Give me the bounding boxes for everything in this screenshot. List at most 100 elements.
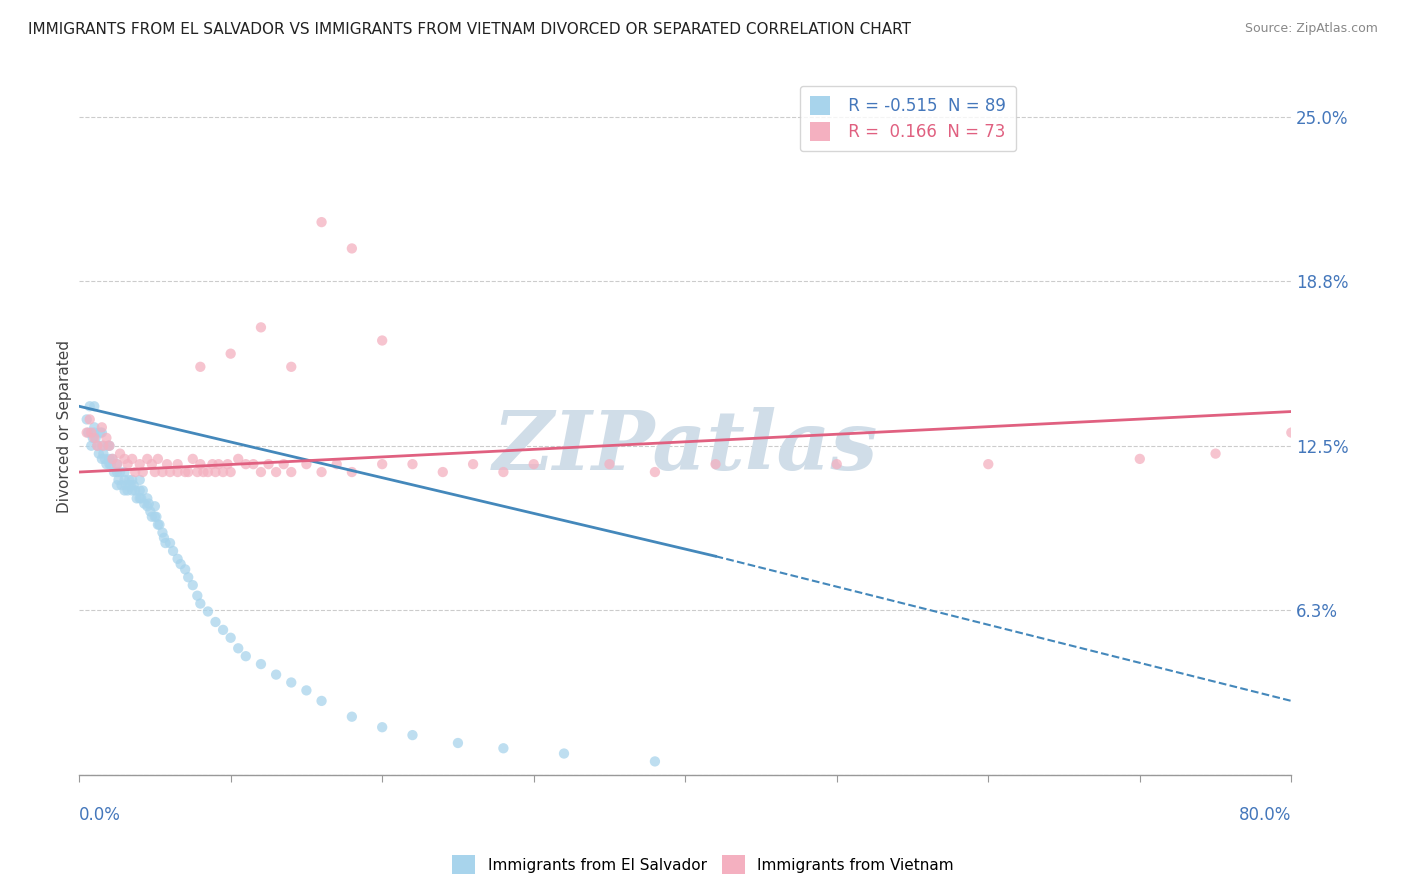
Point <box>83 420 105 434</box>
Point <box>117 483 139 498</box>
Point <box>132 465 155 479</box>
Point <box>155 536 177 550</box>
Point <box>242 457 264 471</box>
Point <box>295 457 318 471</box>
Point <box>188 597 211 611</box>
Point <box>84 431 107 445</box>
Point <box>492 741 515 756</box>
Point <box>93 439 115 453</box>
Point <box>280 675 302 690</box>
Point <box>177 465 200 479</box>
Point <box>204 465 226 479</box>
Point <box>98 451 121 466</box>
Point <box>401 457 423 471</box>
Point <box>90 451 112 466</box>
Point <box>122 478 145 492</box>
Point <box>162 544 184 558</box>
Point <box>371 720 394 734</box>
Point <box>139 504 162 518</box>
Point <box>120 478 142 492</box>
Point <box>311 215 333 229</box>
Point <box>825 457 848 471</box>
Point <box>98 457 121 471</box>
Point <box>114 451 136 466</box>
Point <box>146 517 169 532</box>
Text: ZIPatlas: ZIPatlas <box>492 407 877 487</box>
Point <box>447 736 470 750</box>
Point <box>105 457 128 471</box>
Point <box>87 447 110 461</box>
Point <box>128 483 150 498</box>
Point <box>250 320 273 334</box>
Point <box>257 457 280 471</box>
Point <box>204 615 226 629</box>
Point <box>401 728 423 742</box>
Point <box>250 465 273 479</box>
Point <box>1279 425 1302 440</box>
Point <box>159 536 181 550</box>
Point <box>80 425 103 440</box>
Point <box>201 457 224 471</box>
Text: Source: ZipAtlas.com: Source: ZipAtlas.com <box>1244 22 1378 36</box>
Point <box>80 439 103 453</box>
Point <box>177 570 200 584</box>
Point <box>156 457 179 471</box>
Point <box>325 457 347 471</box>
Point <box>129 491 152 506</box>
Point <box>704 457 727 471</box>
Point <box>125 491 148 506</box>
Point <box>79 412 101 426</box>
Point <box>311 465 333 479</box>
Point <box>114 483 136 498</box>
Point <box>340 242 363 256</box>
Point <box>492 465 515 479</box>
Point <box>105 465 128 479</box>
Point <box>186 589 208 603</box>
Point <box>105 457 128 471</box>
Point <box>174 465 197 479</box>
Point <box>93 447 115 461</box>
Point <box>143 500 166 514</box>
Point <box>121 451 143 466</box>
Point <box>461 457 484 471</box>
Point <box>226 451 249 466</box>
Point <box>644 465 666 479</box>
Point <box>96 431 118 445</box>
Point <box>110 478 132 492</box>
Point <box>90 425 112 440</box>
Point <box>124 483 146 498</box>
Point <box>83 399 105 413</box>
Point <box>114 465 136 479</box>
Text: 0.0%: 0.0% <box>79 806 121 824</box>
Point <box>138 497 160 511</box>
Point <box>174 562 197 576</box>
Point <box>181 578 204 592</box>
Point <box>219 465 242 479</box>
Point <box>98 439 121 453</box>
Point <box>101 451 124 466</box>
Point <box>340 465 363 479</box>
Point <box>115 478 138 492</box>
Text: IMMIGRANTS FROM EL SALVADOR VS IMMIGRANTS FROM VIETNAM DIVORCED OR SEPARATED COR: IMMIGRANTS FROM EL SALVADOR VS IMMIGRANT… <box>28 22 911 37</box>
Point <box>118 473 141 487</box>
Point <box>1205 447 1227 461</box>
Point <box>83 431 105 445</box>
Point <box>107 473 129 487</box>
Point <box>148 517 170 532</box>
Point <box>212 623 235 637</box>
Point <box>280 465 302 479</box>
Y-axis label: Divorced or Separated: Divorced or Separated <box>58 340 72 513</box>
Point <box>235 457 257 471</box>
Point <box>226 641 249 656</box>
Point <box>188 457 211 471</box>
Point <box>86 439 108 453</box>
Point <box>181 451 204 466</box>
Point <box>79 399 101 413</box>
Point <box>264 667 287 681</box>
Legend:  R = -0.515  N = 89,  R =  0.166  N = 73: R = -0.515 N = 89, R = 0.166 N = 73 <box>800 86 1017 151</box>
Point <box>371 334 394 348</box>
Point <box>100 457 122 471</box>
Point <box>108 447 131 461</box>
Point <box>295 683 318 698</box>
Point <box>197 465 219 479</box>
